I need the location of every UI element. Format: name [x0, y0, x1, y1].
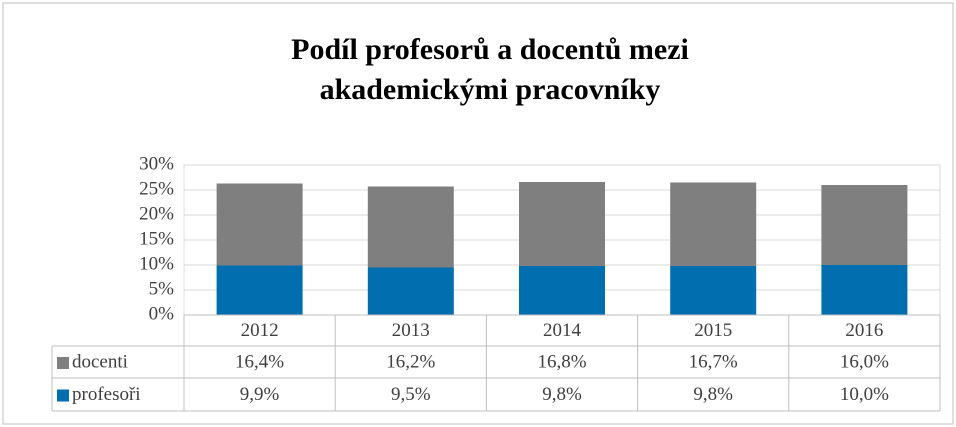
bar-segment	[519, 182, 605, 266]
data-label: 9,8%	[693, 384, 733, 405]
y-tick-label: 10%	[139, 253, 174, 274]
data-label: 16,2%	[386, 351, 435, 372]
data-label: 9,9%	[240, 384, 280, 405]
x-tick-label: 2015	[694, 320, 732, 341]
bar-segment	[670, 266, 757, 315]
data-label: 9,5%	[391, 384, 431, 405]
x-tick-label: 2016	[845, 320, 883, 341]
x-tick-label: 2012	[241, 320, 279, 341]
legend-label: docenti	[72, 351, 128, 372]
data-label: 16,0%	[840, 351, 889, 372]
x-tick-label: 2014	[543, 320, 582, 341]
bar-segment	[216, 265, 303, 315]
bar-segment	[821, 185, 908, 265]
bar-segment	[519, 266, 605, 315]
legend-swatch	[57, 389, 69, 402]
chart-title: Podíl profesorů a docentů mezi akademický…	[291, 33, 689, 106]
y-tick-label: 25%	[139, 178, 174, 199]
data-label: 16,8%	[537, 351, 586, 372]
data-label: 10,0%	[840, 384, 889, 405]
data-label: 9,8%	[542, 384, 582, 405]
legend-label: profesoři	[72, 384, 141, 405]
y-tick-label: 30%	[139, 153, 174, 174]
data-label: 16,7%	[689, 351, 738, 372]
bar-segment	[216, 183, 303, 266]
data-label: 16,4%	[235, 351, 284, 372]
y-tick-label: 5%	[149, 278, 175, 299]
bar-segment	[670, 182, 757, 266]
y-tick-label: 15%	[139, 228, 174, 249]
x-tick-label: 2013	[392, 320, 430, 341]
y-tick-label: 20%	[139, 203, 174, 224]
bar-segment	[821, 265, 908, 315]
bar-segment	[367, 186, 454, 268]
legend-swatch	[57, 357, 69, 369]
bar-segment	[367, 267, 454, 315]
y-tick-label: 0%	[149, 303, 175, 324]
